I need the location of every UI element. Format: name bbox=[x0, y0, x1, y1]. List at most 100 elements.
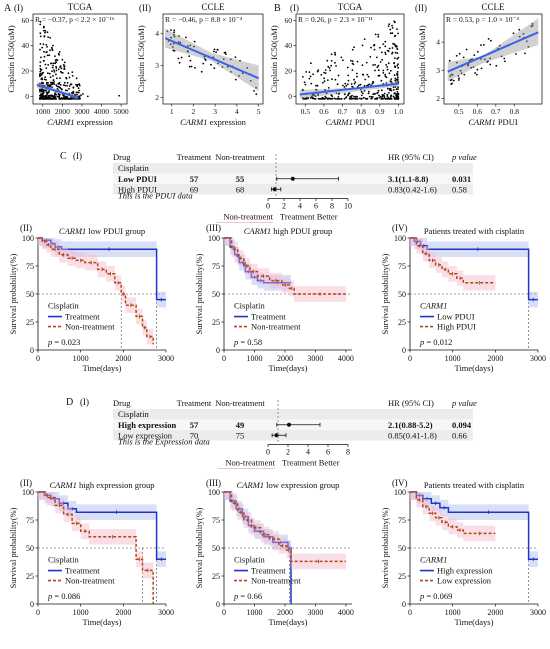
data-point bbox=[312, 73, 314, 76]
data-point bbox=[388, 92, 390, 94]
data-point bbox=[61, 97, 63, 99]
data-point bbox=[74, 98, 76, 100]
data-point bbox=[334, 53, 337, 56]
right-better-label: Treatment Better bbox=[280, 212, 338, 222]
x-tick-label: 2000 bbox=[277, 354, 293, 363]
data-point bbox=[315, 84, 317, 87]
data-point bbox=[178, 35, 180, 37]
x-tick-label: 0.9 bbox=[375, 107, 385, 116]
y-tick-label: 0 bbox=[216, 600, 220, 609]
data-point bbox=[45, 98, 48, 100]
data-point bbox=[64, 98, 67, 100]
data-point bbox=[40, 68, 43, 71]
data-point bbox=[448, 59, 451, 62]
y-tick-label: 2 bbox=[436, 94, 440, 103]
data-point bbox=[382, 43, 385, 45]
chart-title: Patients treated with cisplatin bbox=[424, 480, 525, 490]
data-point bbox=[166, 30, 169, 32]
fit-line bbox=[164, 37, 260, 80]
data-point bbox=[531, 23, 534, 25]
data-point bbox=[391, 27, 394, 29]
data-point bbox=[46, 92, 49, 95]
data-point bbox=[39, 97, 41, 100]
data-point bbox=[53, 81, 55, 83]
data-point bbox=[483, 44, 485, 46]
legend-title: Cisplatin bbox=[234, 555, 265, 565]
data-point bbox=[396, 64, 399, 67]
data-point bbox=[213, 67, 216, 70]
data-point bbox=[58, 53, 60, 56]
data-point bbox=[51, 66, 54, 69]
data-point bbox=[55, 69, 58, 72]
data-point bbox=[74, 93, 77, 96]
data-point bbox=[67, 72, 70, 75]
chart-title: CARM1 low PDUI group bbox=[59, 226, 145, 236]
data-point bbox=[386, 95, 389, 98]
data-point bbox=[338, 98, 341, 100]
data-point bbox=[486, 61, 488, 63]
data-point bbox=[394, 79, 397, 82]
hr-point bbox=[290, 176, 295, 181]
data-point bbox=[352, 86, 354, 88]
row-nontreatment-n: 49 bbox=[236, 420, 245, 430]
y-axis-label: Survival probability(%) bbox=[194, 507, 204, 588]
data-point bbox=[387, 62, 390, 65]
data-point bbox=[234, 78, 237, 81]
survival-C-III: 0 1000 2000 3000 4000 0 25 50 75 100 Time(days) Sur… bbox=[194, 234, 354, 373]
data-point bbox=[460, 72, 463, 75]
data-point bbox=[360, 88, 362, 91]
data-point bbox=[61, 71, 64, 74]
data-point bbox=[382, 72, 385, 74]
data-point bbox=[389, 87, 392, 90]
row-pvalue: 0.031 bbox=[452, 174, 471, 184]
data-point bbox=[225, 53, 227, 55]
data-point bbox=[52, 64, 54, 67]
x-axis-label: Time(days) bbox=[455, 363, 494, 373]
data-point bbox=[359, 97, 361, 100]
x-axis-label: Time(days) bbox=[455, 617, 494, 627]
data-point bbox=[328, 67, 331, 69]
data-point bbox=[48, 72, 51, 75]
data-point bbox=[370, 97, 373, 100]
data-point bbox=[80, 94, 82, 97]
data-point bbox=[352, 63, 355, 66]
data-point bbox=[380, 79, 383, 82]
data-point bbox=[39, 32, 42, 35]
plot-frame bbox=[443, 13, 543, 105]
data-point bbox=[524, 52, 526, 55]
data-point bbox=[336, 83, 339, 86]
data-point bbox=[48, 85, 50, 88]
data-point bbox=[241, 72, 244, 75]
data-point bbox=[389, 97, 392, 100]
stat-text: R = 0.26, p = 2.3 × 10⁻¹¹ bbox=[298, 15, 373, 24]
data-point bbox=[59, 87, 62, 89]
label-A-II: (II) bbox=[139, 3, 151, 13]
row-treatment-n: 70 bbox=[190, 430, 199, 440]
data-point bbox=[44, 31, 46, 34]
data-point bbox=[347, 74, 350, 77]
data-point bbox=[173, 35, 176, 38]
legend-title: CARM1 bbox=[420, 301, 447, 311]
p-value-text: p = 0.069 bbox=[419, 591, 452, 601]
y-tick-label: 0 bbox=[216, 346, 220, 355]
data-point bbox=[213, 50, 215, 53]
data-point bbox=[374, 63, 376, 66]
data-point bbox=[323, 77, 326, 80]
data-point bbox=[353, 82, 356, 85]
row-nontreatment-n: 75 bbox=[236, 430, 245, 440]
y-axis-label: Cisplatin IC50(uM) bbox=[136, 25, 146, 92]
data-point bbox=[56, 95, 59, 98]
data-point bbox=[365, 98, 368, 100]
legend-entry: Treatment bbox=[251, 566, 286, 576]
data-point bbox=[41, 77, 43, 79]
data-point bbox=[338, 92, 341, 95]
data-point bbox=[52, 79, 55, 81]
data-point bbox=[71, 71, 74, 73]
y-tick-label: 3 bbox=[436, 66, 440, 75]
header-nontreatment: Non-treatment bbox=[215, 152, 265, 162]
data-point bbox=[72, 90, 75, 93]
data-point bbox=[54, 93, 56, 96]
x-tick-label: 3000 bbox=[158, 608, 174, 617]
table-row-bg bbox=[113, 184, 473, 195]
row-hr: 0.85(0.41-1.8) bbox=[388, 430, 437, 440]
